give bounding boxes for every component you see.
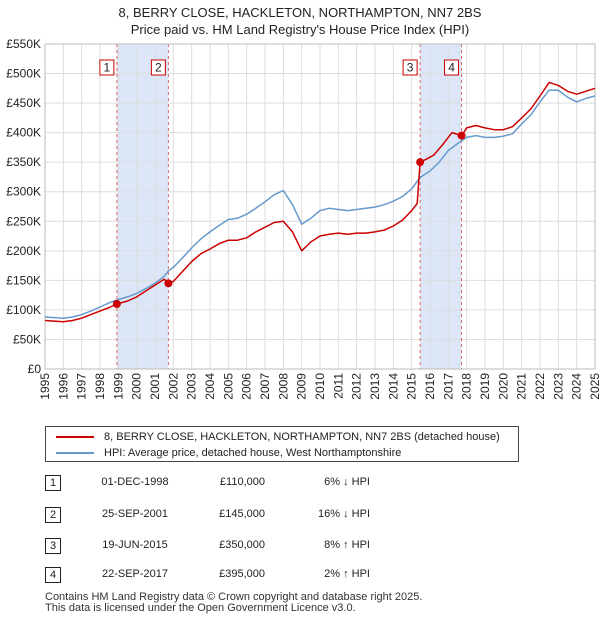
legend-swatch-blue — [56, 452, 94, 454]
price-chart: 1 2 3 4 £0 £50K £100K £150K £200K £250K £300K £350K… — [6, 37, 600, 400]
y-tick-label: £550K — [6, 37, 41, 51]
footer-copyright: Contains HM Land Registry data © Crown c… — [45, 591, 423, 603]
transaction-price: £395,000 — [219, 568, 265, 580]
legend-label-property: 8, BERRY CLOSE, HACKLETON, NORTHAMPTON, … — [104, 431, 500, 443]
transaction-hpi: 8% ↑ HPI — [324, 539, 370, 551]
x-tick-label: 2018 — [460, 373, 474, 400]
x-tick-label: 2001 — [148, 373, 162, 400]
x-tick-label: 2020 — [496, 373, 510, 400]
x-tick-label: 2003 — [185, 373, 199, 400]
transaction-hpi: 2% ↑ HPI — [324, 568, 370, 580]
x-tick-label: 2022 — [533, 373, 547, 400]
marker-box — [444, 59, 460, 76]
x-tick-label: 2005 — [221, 373, 235, 400]
legend-label-hpi: HPI: Average price, detached house, West… — [104, 447, 402, 459]
x-tick-label: 2004 — [203, 373, 217, 400]
y-tick-label: £350K — [6, 155, 41, 169]
sale-point — [112, 300, 121, 308]
x-tick-label: 2021 — [515, 373, 529, 400]
x-tick-label: 1998 — [93, 373, 107, 400]
x-tick-label: 2013 — [368, 373, 382, 400]
y-tick-label: £100K — [6, 303, 41, 317]
legend: 8, BERRY CLOSE, HACKLETON, NORTHAMPTON, … — [45, 426, 519, 462]
transaction-price: £110,000 — [219, 476, 265, 488]
transaction-date: 01-DEC-1998 — [101, 476, 169, 488]
x-tick-label: 2011 — [331, 373, 345, 399]
y-tick-label: £150K — [6, 273, 41, 287]
shaded-range — [420, 44, 462, 369]
transaction-number: 2 — [45, 507, 61, 523]
footer: Contains HM Land Registry data © Crown c… — [45, 592, 422, 614]
marker-label: 3 — [407, 61, 414, 75]
x-tick-label: 1995 — [38, 373, 52, 400]
legend-swatch-red — [56, 436, 94, 438]
marker-box — [150, 59, 166, 76]
series-line-hpi — [44, 89, 596, 319]
transaction-price: £350,000 — [219, 539, 265, 551]
x-tick-label: 2017 — [441, 373, 455, 400]
x-tick-label: 1997 — [75, 373, 89, 400]
y-tick-label: £200K — [6, 244, 41, 258]
x-tick-label: 2015 — [405, 373, 419, 400]
x-tick-label: 2019 — [478, 373, 492, 400]
y-tick-label: £300K — [6, 185, 41, 199]
x-tick-label: 2016 — [423, 373, 437, 400]
transaction-number: 4 — [45, 567, 61, 583]
x-tick-label: 2010 — [313, 373, 327, 400]
x-tick-label: 2012 — [350, 373, 364, 400]
chart-title: 8, BERRY CLOSE, HACKLETON, NORTHAMPTON, … — [0, 4, 600, 38]
footer-licence: This data is licensed under the Open Gov… — [45, 602, 356, 614]
transaction-date: 19-JUN-2015 — [102, 539, 168, 551]
transaction-date: 22-SEP-2017 — [101, 568, 169, 580]
x-tick-label: 2007 — [258, 373, 272, 400]
transaction-price: £145,000 — [219, 508, 265, 520]
y-tick-label: £450K — [6, 96, 41, 110]
legend-item-property: 8, BERRY CLOSE, HACKLETON, NORTHAMPTON, … — [56, 430, 500, 444]
legend-item-hpi: HPI: Average price, detached house, West… — [56, 446, 401, 460]
series-line-property — [44, 81, 596, 323]
sale-point — [416, 158, 425, 167]
sale-point — [164, 279, 173, 288]
x-tick-label: 2006 — [240, 373, 254, 400]
x-tick-label: 2000 — [130, 373, 144, 400]
transaction-hpi: 6% ↓ HPI — [324, 476, 370, 488]
y-tick-label: £50K — [13, 332, 41, 346]
marker-box — [402, 59, 418, 76]
y-tick-label: £0 — [28, 362, 42, 376]
transaction-hpi: 16% ↓ HPI — [318, 508, 370, 520]
marker-label: 1 — [104, 61, 111, 75]
marker-box — [99, 59, 115, 76]
x-tick-label: 2002 — [166, 373, 180, 400]
x-tick-label: 1996 — [56, 373, 70, 400]
x-tick-label: 1999 — [111, 373, 125, 400]
transaction-date: 25-SEP-2001 — [101, 508, 169, 520]
x-tick-label: 2025 — [588, 373, 600, 400]
transaction-number: 3 — [45, 538, 61, 554]
sale-point — [457, 131, 466, 140]
title-line-2: Price paid vs. HM Land Registry's House … — [130, 22, 470, 37]
transaction-number: 1 — [45, 475, 61, 491]
x-tick-label: 2008 — [276, 373, 290, 400]
x-tick-label: 2009 — [295, 373, 309, 400]
x-tick-label: 2023 — [551, 373, 565, 400]
plot-frame — [44, 43, 596, 370]
x-tick-label: 2014 — [386, 373, 400, 400]
shaded-range — [116, 44, 169, 369]
x-tick-label: 2024 — [570, 373, 584, 400]
y-tick-label: £400K — [6, 126, 41, 140]
marker-label: 4 — [448, 61, 455, 75]
title-line-1: 8, BERRY CLOSE, HACKLETON, NORTHAMPTON, … — [118, 5, 482, 20]
marker-label: 2 — [155, 61, 162, 75]
y-tick-label: £500K — [6, 67, 41, 81]
y-tick-label: £250K — [6, 214, 41, 228]
